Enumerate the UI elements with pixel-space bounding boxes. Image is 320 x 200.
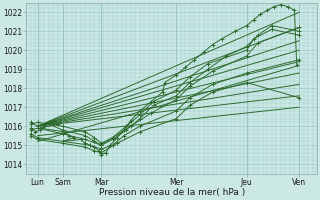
X-axis label: Pression niveau de la mer( hPa ): Pression niveau de la mer( hPa )	[99, 188, 245, 197]
